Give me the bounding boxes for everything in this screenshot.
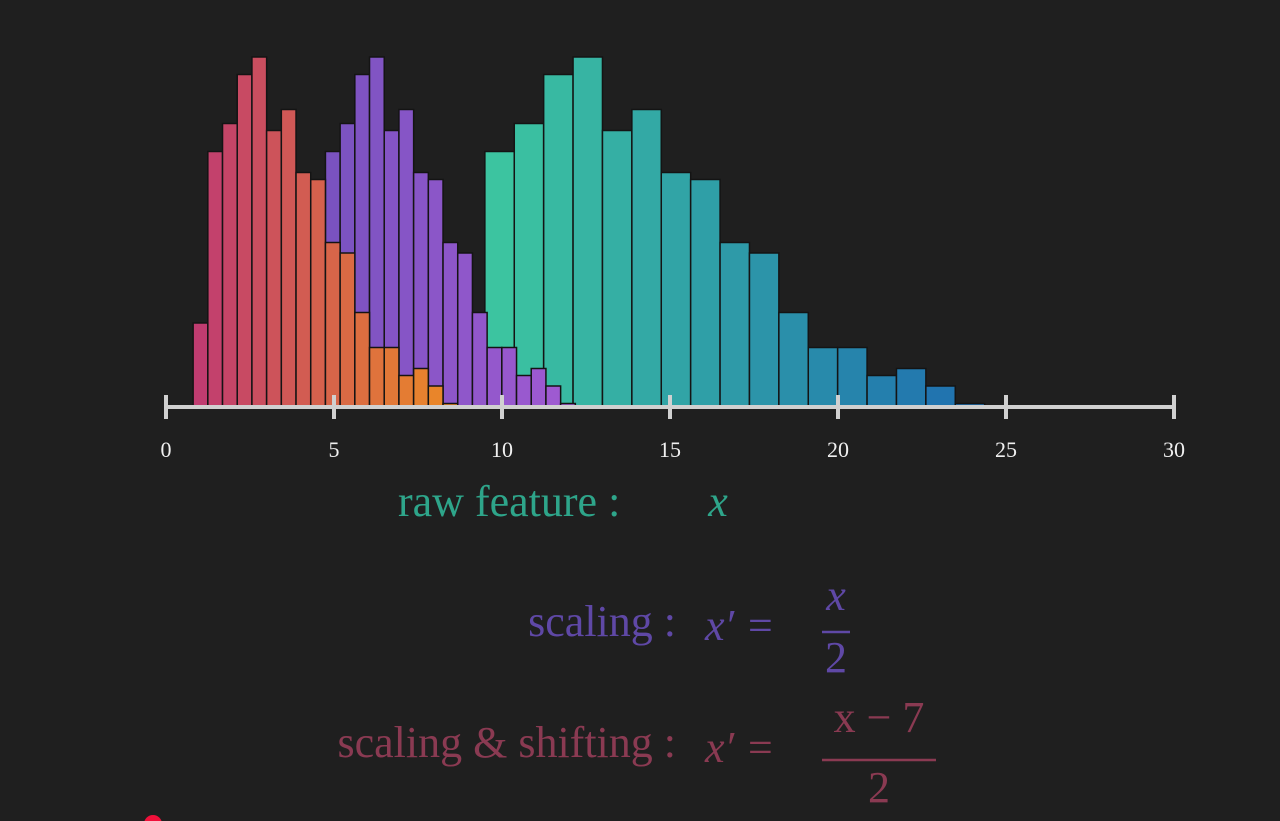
bar [513, 122, 545, 408]
annotation-formula: x [707, 477, 728, 526]
bar [309, 178, 327, 408]
bar [530, 367, 547, 408]
bar [295, 171, 312, 408]
annotation-label: scaling : [528, 597, 676, 646]
bar [572, 56, 604, 408]
x-tick-label: 10 [491, 437, 513, 462]
bar [427, 385, 444, 408]
bar [542, 73, 574, 408]
bar [280, 108, 297, 408]
bar [412, 367, 430, 408]
x-tick-label: 25 [995, 437, 1017, 462]
bar [251, 56, 268, 408]
x-tick-label: 20 [827, 437, 849, 462]
bar [339, 252, 356, 408]
bar [660, 171, 692, 408]
bar [383, 346, 400, 408]
x-axis: 0 5 10 15 20 25 30 [161, 395, 1185, 462]
bar [807, 346, 839, 408]
bar [192, 322, 209, 408]
annotation-numerator: x [825, 571, 846, 620]
x-tick-label: 5 [329, 437, 340, 462]
x-tick-label: 30 [1163, 437, 1185, 462]
bar [515, 374, 532, 408]
bars [192, 56, 986, 408]
bar [265, 129, 283, 408]
bar [442, 241, 459, 408]
bar [486, 346, 503, 408]
bar [456, 252, 474, 408]
bar [368, 346, 385, 408]
bar [221, 122, 238, 408]
x-tick-label: 15 [659, 437, 681, 462]
bar [398, 108, 415, 408]
bar [207, 150, 224, 408]
annotation-lhs: x′ = [704, 723, 775, 772]
bar [324, 241, 341, 408]
bar [925, 385, 957, 408]
bar [545, 385, 562, 408]
bar [895, 367, 927, 408]
annotation-denominator: 2 [868, 763, 890, 812]
bar [398, 374, 415, 408]
annotation-lhs: x′ = [704, 601, 775, 650]
progress-dot [144, 815, 162, 821]
annotation-label: scaling & shifting : [337, 718, 676, 767]
bar [601, 129, 633, 408]
bar [719, 241, 751, 408]
bar [501, 346, 518, 408]
x-tick-label: 0 [161, 437, 172, 462]
bar [427, 178, 444, 408]
bar [236, 73, 253, 408]
bar [354, 311, 371, 408]
bar [631, 108, 663, 408]
annotation-label: raw feature : [398, 477, 620, 526]
bar [748, 252, 780, 408]
bar [471, 311, 488, 408]
bar [866, 374, 898, 408]
bar [689, 178, 721, 408]
annotation-denominator: 2 [825, 633, 847, 682]
annotation-numerator: x − 7 [834, 693, 925, 742]
bar [778, 311, 810, 408]
bar [836, 346, 868, 408]
